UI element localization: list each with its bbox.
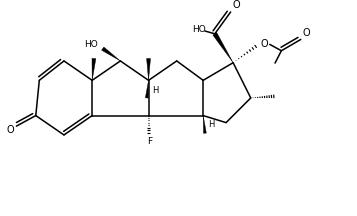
Polygon shape bbox=[203, 116, 206, 133]
Polygon shape bbox=[147, 59, 151, 80]
Text: O: O bbox=[6, 125, 14, 135]
Text: O: O bbox=[232, 0, 240, 10]
Text: HO: HO bbox=[85, 40, 98, 49]
Text: HO: HO bbox=[192, 25, 206, 34]
Polygon shape bbox=[213, 33, 233, 63]
Text: O: O bbox=[302, 28, 310, 38]
Text: O: O bbox=[261, 39, 268, 49]
Text: H: H bbox=[152, 86, 158, 95]
Polygon shape bbox=[102, 47, 120, 61]
Polygon shape bbox=[92, 58, 96, 80]
Text: F: F bbox=[147, 138, 152, 146]
Text: H: H bbox=[208, 120, 214, 129]
Polygon shape bbox=[145, 80, 149, 98]
